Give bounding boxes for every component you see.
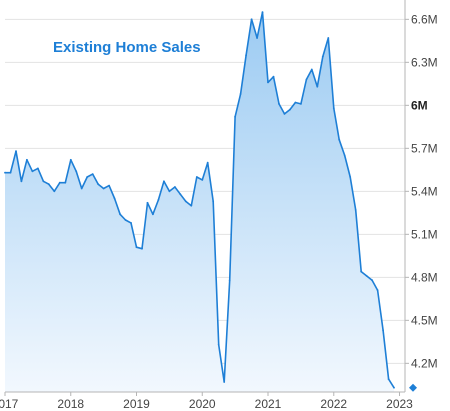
data-point — [310, 68, 313, 71]
x-axis-ticks: 2017 2018 2019 2020 2021 2022 2023 — [0, 392, 413, 411]
data-point — [349, 176, 352, 178]
data-point — [239, 93, 242, 95]
data-point — [245, 54, 248, 57]
data-point — [321, 55, 324, 58]
data-points — [4, 11, 395, 389]
data-point — [174, 186, 176, 188]
data-point — [195, 176, 198, 178]
axes — [5, 0, 406, 393]
data-point — [97, 183, 100, 186]
y-tick-label: 5.4M — [411, 184, 438, 198]
data-point — [190, 204, 193, 207]
data-point — [119, 213, 121, 216]
data-point — [58, 181, 61, 184]
data-point — [124, 219, 127, 221]
x-tick-label: 2021 — [255, 397, 282, 411]
data-point — [206, 161, 209, 164]
data-point — [179, 193, 182, 196]
data-point — [4, 171, 6, 174]
y-tick-label: 6.3M — [411, 55, 438, 69]
data-point — [267, 81, 269, 84]
data-point — [283, 113, 286, 115]
data-point — [300, 103, 302, 105]
data-point — [343, 154, 346, 157]
y-axis-ticks: 4.2M 4.5M 4.8M 5.1M 5.4M 5.7M 6M 6.3M 6.6M — [405, 12, 438, 370]
x-tick-label: 2018 — [57, 397, 84, 411]
last-value-marker — [409, 383, 417, 392]
data-point — [20, 180, 23, 183]
data-point — [64, 181, 67, 184]
data-point — [80, 187, 83, 190]
x-tick-label: 2019 — [123, 397, 150, 411]
data-point — [228, 279, 231, 282]
data-point — [42, 180, 45, 183]
data-point — [184, 200, 187, 203]
data-point — [294, 101, 297, 104]
data-point — [135, 246, 138, 249]
data-point — [354, 209, 357, 211]
y-tick-label: 5.7M — [411, 141, 438, 155]
data-point — [387, 378, 390, 380]
data-point — [152, 213, 154, 216]
data-point — [382, 329, 384, 332]
data-point — [376, 289, 379, 292]
data-point — [305, 78, 308, 81]
data-point — [371, 279, 373, 282]
data-point — [102, 187, 105, 190]
data-point — [393, 386, 395, 389]
data-point — [272, 75, 275, 78]
data-point — [91, 173, 94, 176]
data-point — [37, 167, 39, 170]
data-point — [365, 275, 368, 277]
data-point — [261, 11, 264, 14]
data-point — [327, 37, 330, 39]
data-point — [250, 18, 253, 21]
data-point — [9, 171, 12, 174]
data-point — [157, 199, 160, 201]
data-point — [69, 158, 72, 161]
data-point — [15, 150, 17, 153]
y-tick-label: 6.6M — [411, 12, 438, 26]
data-point — [223, 381, 226, 383]
data-point — [163, 180, 165, 183]
data-point — [278, 103, 280, 105]
x-tick-label: 2020 — [189, 397, 216, 411]
series-line — [5, 11, 395, 389]
data-point — [47, 183, 50, 186]
y-tick-label: 4.2M — [411, 356, 438, 370]
data-point — [217, 343, 220, 346]
data-point — [212, 200, 215, 203]
data-point — [75, 170, 78, 173]
data-point — [360, 270, 363, 273]
data-point — [108, 184, 110, 187]
data-point — [26, 158, 28, 161]
data-point — [53, 190, 56, 193]
data-point — [31, 170, 34, 173]
data-point — [146, 201, 149, 204]
data-point — [201, 179, 204, 181]
data-point — [234, 115, 237, 118]
x-tick-label: 2023 — [386, 397, 413, 411]
data-point — [168, 190, 171, 193]
data-point — [86, 176, 89, 178]
data-point — [338, 138, 341, 141]
data-point — [141, 247, 143, 250]
y-tick-label: 6M — [411, 98, 428, 112]
x-tick-label: 2022 — [320, 397, 347, 411]
data-point — [130, 222, 132, 224]
data-point — [289, 108, 291, 111]
y-tick-label: 4.8M — [411, 270, 438, 284]
data-point — [256, 37, 258, 39]
x-tick-label: 2017 — [0, 397, 19, 411]
data-point — [316, 85, 319, 88]
y-tick-label: 5.1M — [411, 227, 438, 241]
chart-title: Existing Home Sales — [53, 39, 201, 56]
data-point — [332, 107, 335, 110]
area-fill — [5, 12, 394, 392]
data-point — [113, 197, 116, 200]
y-tick-label: 4.5M — [411, 313, 438, 327]
